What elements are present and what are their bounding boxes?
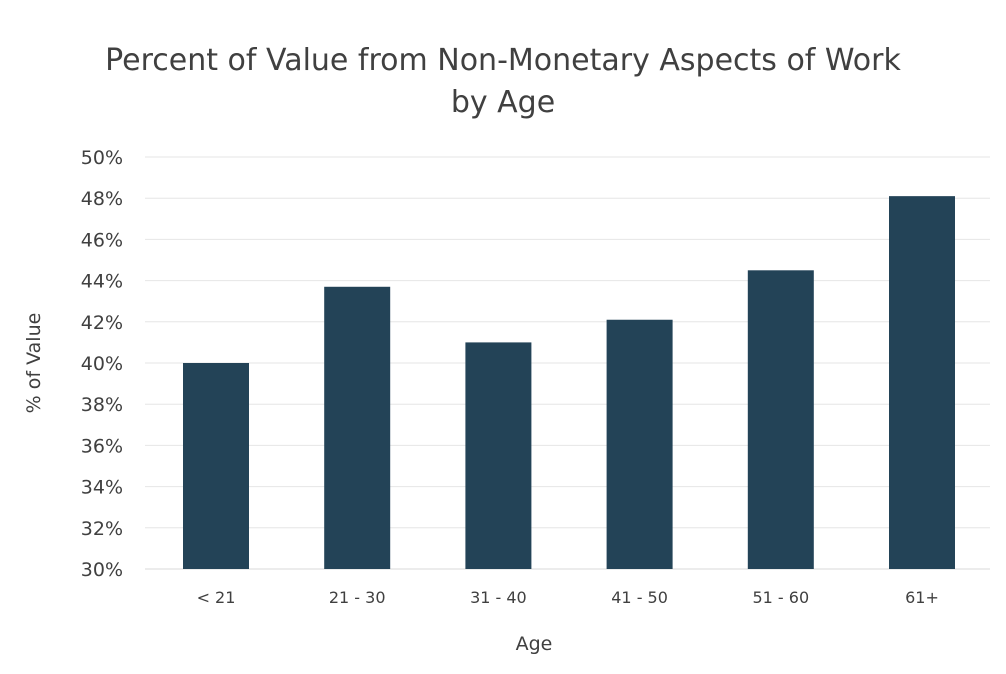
y-tick-label: 42% bbox=[81, 312, 123, 334]
bar bbox=[606, 319, 673, 569]
x-tick-label: 61+ bbox=[905, 588, 939, 607]
bar bbox=[324, 286, 391, 569]
gridlines bbox=[145, 156, 990, 570]
y-tick-label: 32% bbox=[81, 518, 123, 540]
y-tick-label: 30% bbox=[81, 559, 123, 581]
bar bbox=[747, 270, 814, 569]
x-tick-label: < 21 bbox=[197, 588, 236, 607]
bar bbox=[465, 342, 532, 569]
x-tick-label: 21 - 30 bbox=[329, 588, 386, 607]
chart-title: Percent of Value from Non-Monetary Aspec… bbox=[0, 40, 1006, 124]
y-tick-label: 36% bbox=[81, 435, 123, 457]
y-axis-label: % of Value bbox=[23, 313, 45, 414]
x-tick-labels: < 21 21 - 30 31 - 40 41 - 50 51 - 60 61+ bbox=[197, 588, 939, 607]
x-tick-label: 51 - 60 bbox=[752, 588, 809, 607]
y-tick-label: 50% bbox=[81, 147, 123, 169]
bars bbox=[183, 196, 955, 569]
x-tick-label: 41 - 50 bbox=[611, 588, 668, 607]
y-tick-labels: 30% 32% 34% 36% 38% 40% 42% 44% 46% 48% 50% bbox=[81, 147, 123, 581]
y-tick-label: 44% bbox=[81, 271, 123, 293]
x-axis-label: Age bbox=[516, 633, 553, 655]
y-tick-label: 48% bbox=[81, 188, 123, 210]
y-tick-label: 38% bbox=[81, 394, 123, 416]
chart-title-line-2: by Age bbox=[450, 85, 556, 120]
chart-title-line-1: Percent of Value from Non-Monetary Aspec… bbox=[105, 43, 901, 78]
bar bbox=[183, 363, 249, 569]
y-tick-label: 46% bbox=[81, 229, 123, 251]
y-tick-label: 34% bbox=[81, 477, 123, 499]
y-tick-label: 40% bbox=[81, 353, 123, 375]
x-tick-label: 31 - 40 bbox=[470, 588, 527, 607]
bar bbox=[889, 196, 955, 569]
